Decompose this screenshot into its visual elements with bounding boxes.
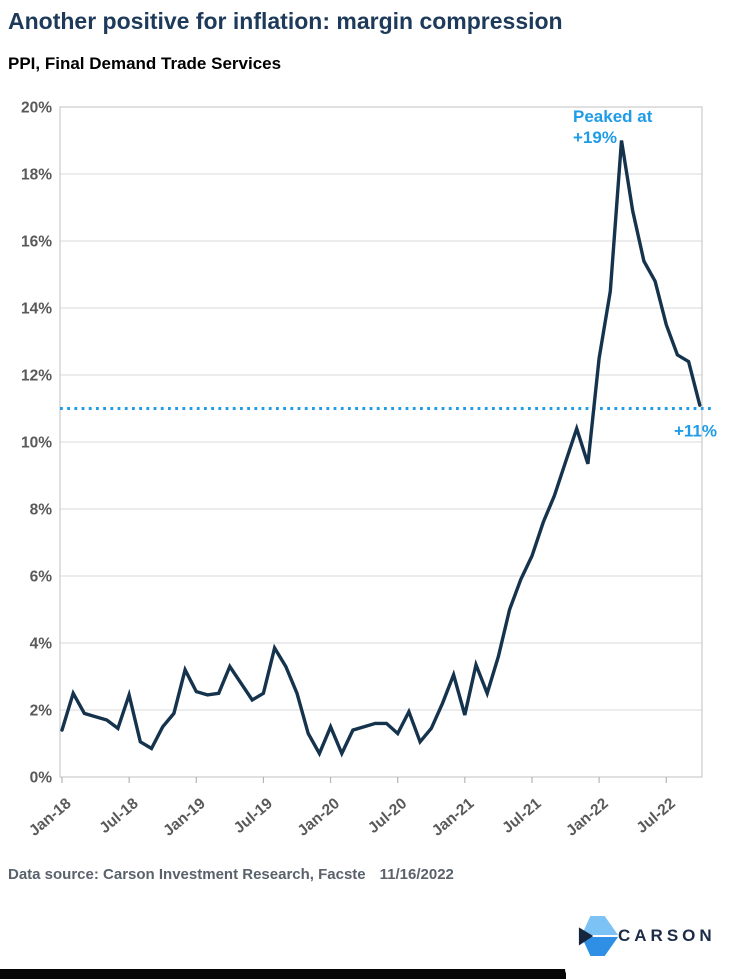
line-chart: 0% 2% 4% 6% 8% 10% 12% 14% 16% 18% 20% Jan-18 Jul-18… bbox=[21, 100, 717, 840]
reference-line-label: +11% bbox=[674, 422, 717, 441]
x-axis-label: Jan-21 bbox=[429, 795, 478, 840]
y-axis-label: 16% bbox=[21, 234, 52, 251]
x-axis-label: Jan-22 bbox=[563, 795, 612, 840]
x-axis-label: Jan-20 bbox=[295, 795, 344, 840]
peak-annotation: +19% bbox=[573, 128, 617, 147]
carson-logo-icon bbox=[578, 915, 619, 957]
x-axis-label: Jul-19 bbox=[231, 795, 277, 837]
logo-triangle-navy bbox=[578, 927, 594, 946]
x-axis-label: Jan-18 bbox=[26, 795, 75, 840]
y-axis-label: 20% bbox=[21, 100, 52, 117]
y-axis-label: 4% bbox=[30, 636, 53, 653]
y-axis-label: 10% bbox=[21, 435, 52, 452]
footer-bar bbox=[0, 969, 566, 979]
y-axis-label: 14% bbox=[21, 301, 52, 318]
x-axis-label: Jul-21 bbox=[499, 795, 545, 837]
y-axis-label: 18% bbox=[21, 167, 52, 184]
logo-triangle-bottom bbox=[581, 936, 619, 957]
x-axis-label: Jul-22 bbox=[634, 795, 679, 837]
data-source: Data source: Carson Investment Research,… bbox=[8, 866, 454, 883]
peak-annotation: Peaked at bbox=[573, 107, 653, 126]
series-line bbox=[60, 140, 702, 758]
x-axis-label: Jul-18 bbox=[96, 795, 142, 837]
carson-logo-text: CARSON bbox=[618, 926, 716, 945]
x-axis-label: Jul-20 bbox=[365, 795, 410, 837]
report-date: 11/16/2022 bbox=[379, 866, 454, 883]
x-axis-label: Jan-19 bbox=[160, 795, 209, 840]
y-axis-label: 6% bbox=[30, 569, 53, 586]
logo-triangle-top bbox=[581, 915, 619, 936]
chart-subtitle: PPI, Final Demand Trade Services bbox=[8, 54, 282, 73]
carson-logo: CARSON bbox=[565, 890, 733, 979]
y-axis-label: 2% bbox=[30, 703, 53, 720]
plot-border bbox=[59, 106, 703, 778]
data-source-text: Data source: Carson Investment Research,… bbox=[8, 866, 366, 883]
y-axis-label: 8% bbox=[30, 502, 53, 519]
y-axis-label: 12% bbox=[21, 368, 52, 385]
y-axis-label: 0% bbox=[30, 770, 53, 787]
page-title: Another positive for inflation: margin c… bbox=[8, 8, 563, 34]
